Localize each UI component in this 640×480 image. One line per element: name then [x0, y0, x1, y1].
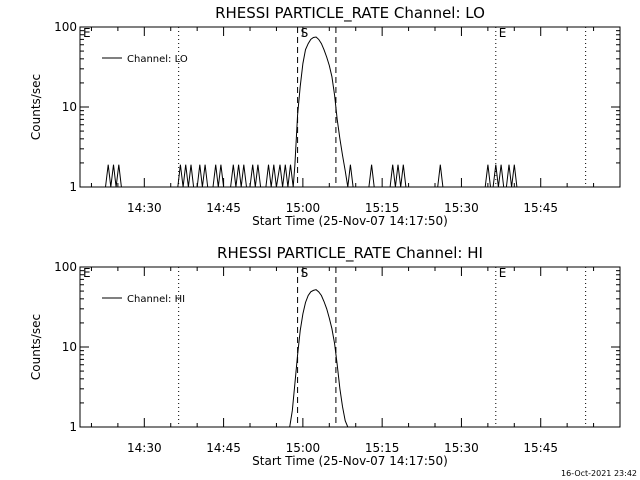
plot-frame: [79, 26, 621, 188]
x-tick-label: 15:45: [523, 201, 558, 215]
y-tick-label: 10: [62, 100, 77, 114]
y-axis-label: Counts/sec: [29, 314, 43, 380]
legend-label: Channel: HI: [127, 294, 185, 305]
x-tick-label: 14:30: [127, 441, 162, 455]
y-tick-label: 100: [54, 260, 77, 274]
plot-frame: [79, 266, 621, 428]
x-tick-label: 14:45: [206, 441, 241, 455]
y-tick-label: 1: [69, 420, 77, 434]
series-line: [289, 289, 349, 428]
y-axis-label: Counts/sec: [29, 74, 43, 140]
y-tick-label: 1: [69, 180, 77, 194]
x-tick-label: 14:45: [206, 201, 241, 215]
marker-label: S: [301, 26, 309, 40]
x-tick-label: 15:45: [523, 441, 558, 455]
x-tick-label: 15:15: [365, 201, 400, 215]
marker-label: E: [83, 26, 91, 40]
chart-title: RHESSI PARTICLE_RATE Channel: HI: [217, 244, 483, 263]
x-tick-label: 15:30: [444, 441, 479, 455]
marker-label: E: [499, 26, 507, 40]
x-tick-label: 14:30: [127, 201, 162, 215]
marker-label: E: [83, 266, 91, 280]
x-tick-label: 15:15: [365, 441, 400, 455]
chart-title: RHESSI PARTICLE_RATE Channel: LO: [215, 4, 485, 23]
x-axis-label: Start Time (25-Nov-07 14:17:50): [252, 454, 448, 468]
marker-label: S: [301, 266, 309, 280]
x-tick-label: 15:30: [444, 201, 479, 215]
timestamp: 16-Oct-2021 23:42: [561, 469, 637, 478]
legend-label: Channel: LO: [127, 54, 188, 65]
y-tick-label: 100: [54, 20, 77, 34]
x-tick-label: 15:00: [286, 441, 321, 455]
series-line: [105, 36, 520, 188]
y-tick-label: 10: [62, 340, 77, 354]
marker-label: E: [499, 266, 507, 280]
x-tick-label: 15:00: [286, 201, 321, 215]
x-axis-label: Start Time (25-Nov-07 14:17:50): [252, 214, 448, 228]
panel-lo: RHESSI PARTICLE_RATE Channel: LO 1 10 100 14…: [29, 4, 621, 228]
panel-hi: RHESSI PARTICLE_RATE Channel: HI 1 10 100 14…: [29, 244, 621, 468]
